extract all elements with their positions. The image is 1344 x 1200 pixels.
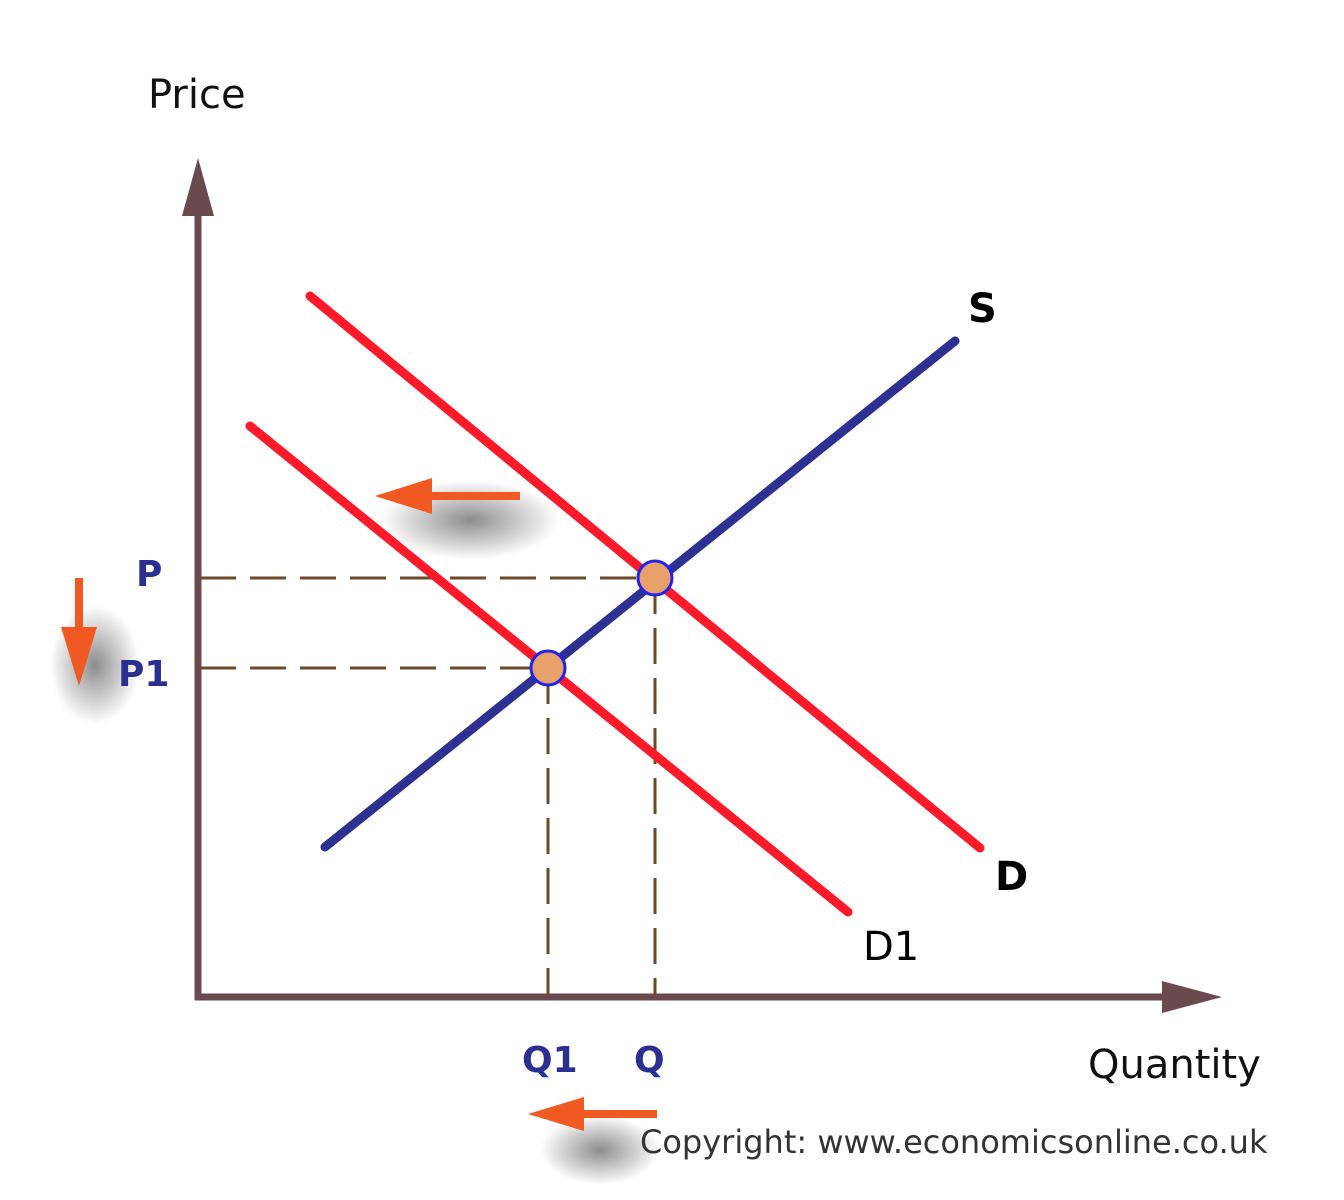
demand-curve-label: D: [995, 854, 1028, 900]
demand-new-curve-label: D1: [863, 924, 919, 970]
x-axis-label: Quantity: [1088, 1042, 1261, 1088]
guide-lines: [200, 576, 657, 995]
y-axis: [182, 158, 214, 1000]
price-down-arrow-icon: [61, 578, 97, 686]
y-axis-arrow-icon: [182, 158, 214, 216]
x-axis-arrow-icon: [1162, 981, 1222, 1013]
quantity-left-arrow-icon: [528, 1097, 657, 1131]
copyright-text: Copyright: www.economicsonline.co.uk: [640, 1123, 1268, 1161]
demand-shift-arrow-icon: [375, 478, 520, 514]
supply-curve-label: S: [968, 286, 997, 332]
x-axis: [195, 981, 1222, 1013]
equilibrium-point-new: [529, 649, 567, 687]
y-axis-label: Price: [148, 72, 246, 118]
price-tick-p1: P1: [118, 654, 169, 695]
quantity-tick-q1: Q1: [522, 1040, 578, 1081]
equilibrium-point-original: [636, 559, 674, 597]
arrow-shadow: [540, 1115, 660, 1185]
supply-curve-s: [320, 336, 960, 852]
price-tick-p: P: [136, 554, 162, 595]
quantity-tick-q: Q: [634, 1040, 665, 1081]
